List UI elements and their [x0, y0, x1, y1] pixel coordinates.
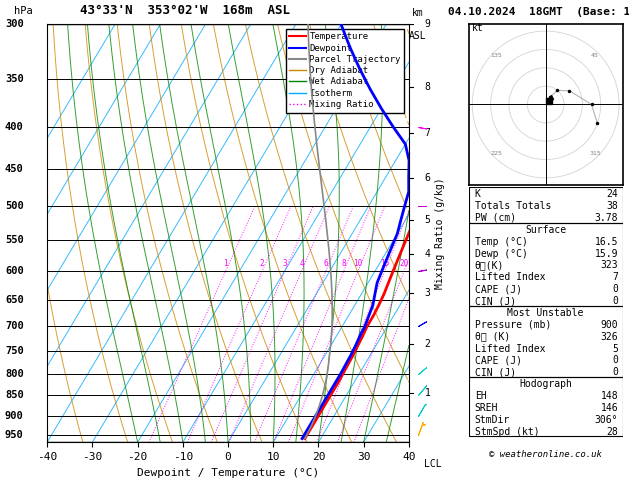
Text: Hodograph: Hodograph — [519, 379, 572, 389]
Text: 16.5: 16.5 — [594, 237, 618, 247]
Text: 28: 28 — [606, 427, 618, 436]
Text: 800: 800 — [5, 369, 24, 379]
Text: 148: 148 — [601, 391, 618, 401]
Text: 700: 700 — [5, 321, 24, 331]
Text: 43°33'N  353°02'W  168m  ASL: 43°33'N 353°02'W 168m ASL — [80, 4, 289, 17]
Text: 24: 24 — [606, 189, 618, 199]
Text: Surface: Surface — [525, 225, 566, 235]
Text: 0: 0 — [612, 284, 618, 294]
Bar — [469, 187, 623, 223]
Text: LCL: LCL — [425, 459, 442, 469]
Text: 6: 6 — [425, 173, 430, 183]
Text: 6: 6 — [323, 259, 328, 268]
Text: 4: 4 — [299, 259, 304, 268]
Text: 300: 300 — [5, 19, 24, 29]
Text: 15.9: 15.9 — [594, 248, 618, 259]
Text: km: km — [411, 8, 423, 18]
Bar — [469, 223, 623, 306]
Text: 146: 146 — [601, 403, 618, 413]
Text: 450: 450 — [5, 164, 24, 174]
Text: 1: 1 — [223, 259, 228, 268]
Text: 326: 326 — [601, 331, 618, 342]
Text: Lifted Index: Lifted Index — [475, 344, 545, 353]
Text: 45: 45 — [591, 52, 599, 58]
Text: 2: 2 — [425, 339, 430, 349]
Text: 950: 950 — [5, 430, 24, 440]
Text: 3: 3 — [425, 288, 430, 298]
Text: EH: EH — [475, 391, 486, 401]
Text: hPa: hPa — [14, 6, 33, 16]
Text: 225: 225 — [491, 151, 503, 156]
Text: 7: 7 — [612, 272, 618, 282]
Text: CAPE (J): CAPE (J) — [475, 355, 522, 365]
Legend: Temperature, Dewpoint, Parcel Trajectory, Dry Adiabat, Wet Adiabat, Isotherm, Mi: Temperature, Dewpoint, Parcel Trajectory… — [286, 29, 404, 113]
Text: SREH: SREH — [475, 403, 498, 413]
Text: 306°: 306° — [594, 415, 618, 425]
Text: 400: 400 — [5, 122, 24, 132]
Text: θᴇ(K): θᴇ(K) — [475, 260, 504, 270]
Text: StmDir: StmDir — [475, 415, 510, 425]
Text: 10: 10 — [353, 259, 362, 268]
Text: 04.10.2024  18GMT  (Base: 18): 04.10.2024 18GMT (Base: 18) — [448, 7, 629, 17]
Text: CIN (J): CIN (J) — [475, 296, 516, 306]
Text: 350: 350 — [5, 74, 24, 84]
Text: ASL: ASL — [408, 31, 426, 40]
Text: 900: 900 — [5, 411, 24, 420]
Text: 7: 7 — [425, 128, 430, 138]
Text: Temp (°C): Temp (°C) — [475, 237, 528, 247]
Text: 323: 323 — [601, 260, 618, 270]
Text: 5: 5 — [425, 215, 430, 225]
Text: CAPE (J): CAPE (J) — [475, 284, 522, 294]
Text: 0: 0 — [612, 355, 618, 365]
Text: 9: 9 — [425, 19, 430, 29]
X-axis label: Dewpoint / Temperature (°C): Dewpoint / Temperature (°C) — [137, 468, 319, 478]
Text: 650: 650 — [5, 295, 24, 305]
Text: 315: 315 — [589, 151, 601, 156]
Text: © weatheronline.co.uk: © weatheronline.co.uk — [489, 450, 602, 459]
Text: 600: 600 — [5, 266, 24, 276]
Text: 38: 38 — [606, 201, 618, 211]
Text: 550: 550 — [5, 235, 24, 245]
Text: 0: 0 — [612, 367, 618, 377]
Text: 15: 15 — [380, 259, 389, 268]
Text: 850: 850 — [5, 390, 24, 400]
Bar — [469, 306, 623, 377]
Text: StmSpd (kt): StmSpd (kt) — [475, 427, 540, 436]
Text: K: K — [475, 189, 481, 199]
Text: kt: kt — [472, 23, 484, 33]
Text: 1: 1 — [425, 388, 430, 398]
Bar — [469, 377, 623, 436]
Text: Dewp (°C): Dewp (°C) — [475, 248, 528, 259]
Text: 0: 0 — [612, 296, 618, 306]
Text: Lifted Index: Lifted Index — [475, 272, 545, 282]
Text: 2: 2 — [260, 259, 264, 268]
Text: 500: 500 — [5, 201, 24, 211]
Text: 4: 4 — [425, 249, 430, 259]
Text: 135: 135 — [491, 52, 502, 58]
Text: CIN (J): CIN (J) — [475, 367, 516, 377]
Text: 20: 20 — [399, 259, 409, 268]
Text: 8: 8 — [342, 259, 346, 268]
Text: 750: 750 — [5, 346, 24, 356]
Text: Totals Totals: Totals Totals — [475, 201, 551, 211]
Text: PW (cm): PW (cm) — [475, 213, 516, 223]
Text: 8: 8 — [425, 82, 430, 92]
Text: Pressure (mb): Pressure (mb) — [475, 320, 551, 330]
Text: Most Unstable: Most Unstable — [508, 308, 584, 318]
Text: 3.78: 3.78 — [594, 213, 618, 223]
Text: 3: 3 — [282, 259, 287, 268]
Text: 900: 900 — [601, 320, 618, 330]
Text: θᴇ (K): θᴇ (K) — [475, 331, 510, 342]
Text: 5: 5 — [612, 344, 618, 353]
Text: Mixing Ratio (g/kg): Mixing Ratio (g/kg) — [435, 177, 445, 289]
